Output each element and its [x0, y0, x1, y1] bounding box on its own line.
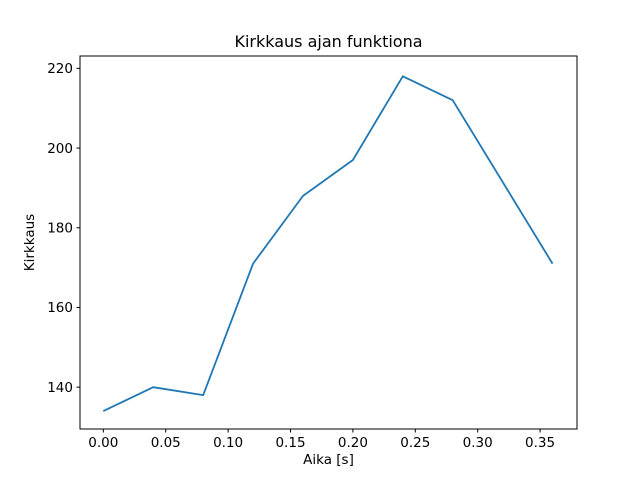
x-tick-label: 0.15 [275, 435, 305, 451]
x-axis-label: Aika [s] [303, 452, 354, 468]
y-tick-label: 180 [47, 220, 73, 236]
chart-title: Kirkkaus ajan funktiona [234, 32, 422, 51]
x-tick-label: 0.05 [151, 435, 181, 451]
line-series [102, 75, 554, 412]
x-tick-label: 0.25 [400, 435, 430, 451]
plot-area [79, 55, 578, 430]
y-tick-label: 220 [47, 61, 73, 77]
y-axis-label: Kirkkaus [22, 214, 38, 271]
x-tick-label: 0.00 [88, 435, 118, 451]
y-tick-label: 140 [47, 380, 73, 396]
x-tick-label: 0.10 [213, 435, 243, 451]
x-tick-label: 0.30 [463, 435, 493, 451]
y-tick-label: 160 [47, 300, 73, 316]
y-tick-label: 200 [47, 141, 73, 157]
x-tick-label: 0.20 [338, 435, 368, 451]
x-tick-label: 0.35 [525, 435, 555, 451]
x-axis-ticks: 0.00 0.05 0.10 0.15 0.20 0.25 0.30 0.35 [88, 429, 555, 451]
y-axis-ticks: 140 160 180 200 220 [47, 61, 80, 396]
